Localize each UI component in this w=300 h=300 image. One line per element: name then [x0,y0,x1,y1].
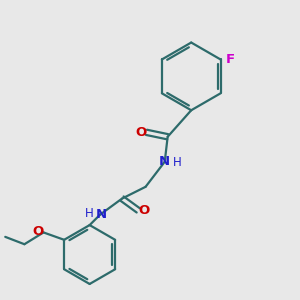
Text: O: O [135,126,146,139]
Text: O: O [33,225,44,239]
Text: H: H [85,207,94,220]
Text: F: F [226,53,235,66]
Text: H: H [173,157,182,169]
Text: N: N [95,208,106,221]
Text: O: O [139,204,150,217]
Text: N: N [159,155,170,168]
